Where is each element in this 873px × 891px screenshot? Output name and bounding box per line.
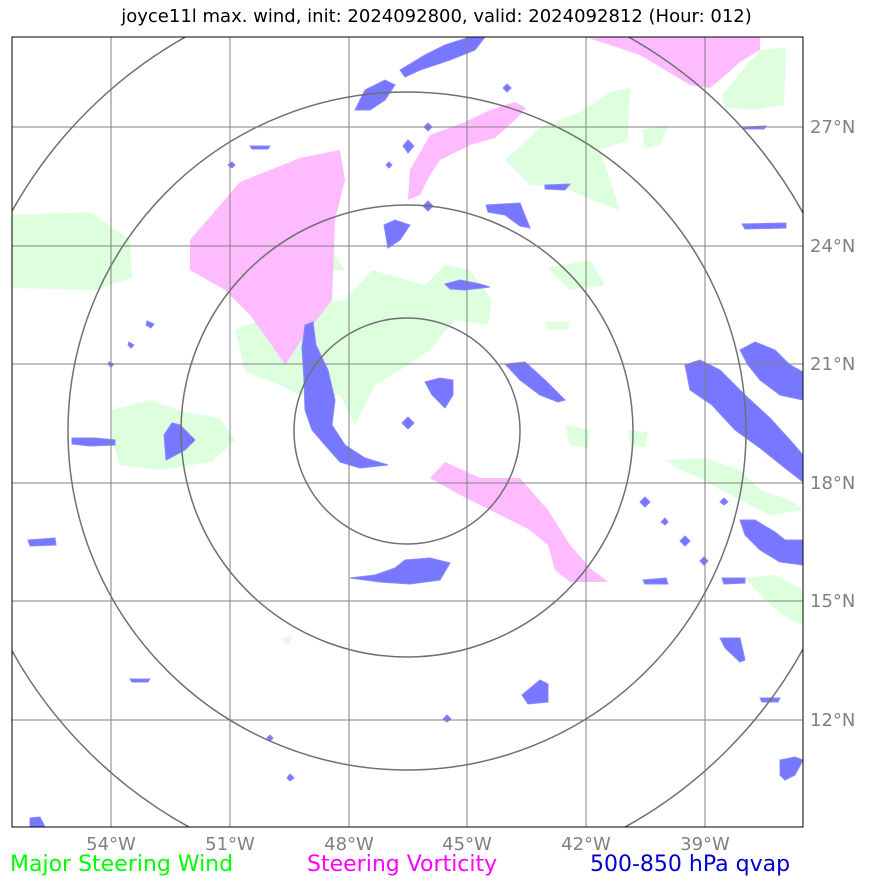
- lat-label: 24°N: [810, 236, 855, 257]
- lat-label: 18°N: [810, 473, 855, 494]
- legend-steering-vorticity: Steering Vorticity: [307, 852, 498, 877]
- lon-label: 48°W: [324, 834, 374, 855]
- lon-label: 45°W: [442, 834, 492, 855]
- longitude-labels: 54°W 51°W 48°W 45°W 42°W 39°W: [86, 834, 730, 855]
- lat-label: 27°N: [810, 117, 855, 138]
- legend-steering-wind: Major Steering Wind: [10, 852, 234, 877]
- map-title: joyce11l max. wind, init: 2024092800, va…: [121, 6, 752, 27]
- qvap-areas: [27, 37, 803, 827]
- lon-label: 51°W: [205, 834, 255, 855]
- lon-label: 42°W: [561, 834, 611, 855]
- range-rings: [12, 37, 803, 827]
- lon-label: 54°W: [86, 834, 136, 855]
- graticule: [12, 37, 803, 827]
- lon-label: 39°W: [680, 834, 730, 855]
- lat-label: 15°N: [810, 591, 855, 612]
- latitude-labels: 27°N 24°N 21°N 18°N 15°N 12°N: [810, 117, 855, 731]
- legend-qvap: 500-850 hPa qvap: [590, 852, 791, 877]
- lat-label: 21°N: [810, 354, 855, 375]
- lat-label: 12°N: [810, 710, 855, 731]
- map-frame: [11, 36, 804, 828]
